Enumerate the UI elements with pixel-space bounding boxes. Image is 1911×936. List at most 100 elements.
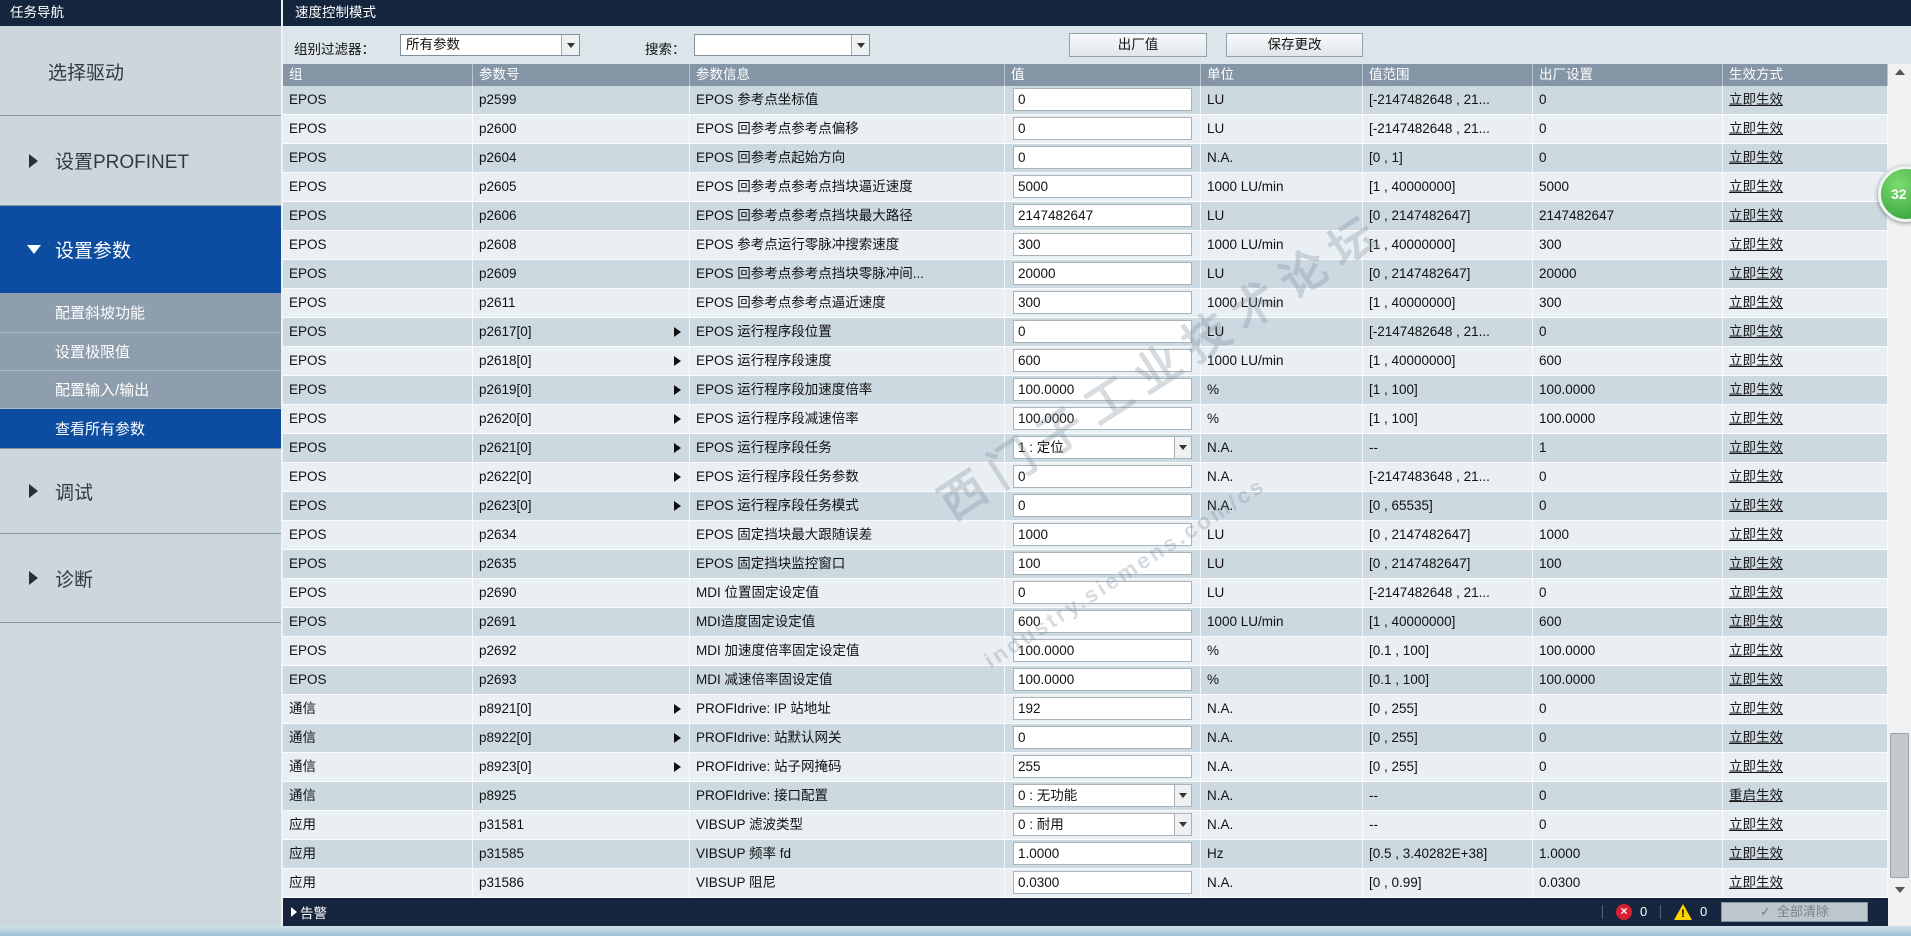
effect-mode-link[interactable]: 立即生效 [1729, 759, 1783, 774]
sidebar-item-set-parameters[interactable]: 设置参数 [0, 205, 281, 293]
search-input[interactable] [694, 34, 870, 56]
value-input[interactable]: 100 [1013, 552, 1192, 575]
table-row[interactable]: EPOS p2604 EPOS 回参考点起始方向 0 N.A. [0 , 1] 0 立即生效 [283, 144, 1888, 173]
value-input[interactable]: 2147482647 [1013, 204, 1192, 227]
dropdown-arrow-icon[interactable] [1174, 785, 1191, 806]
column-header[interactable]: 值范围 [1363, 64, 1533, 86]
value-input[interactable]: 0.0300 [1013, 871, 1192, 894]
value-input[interactable]: 1000 [1013, 523, 1192, 546]
scroll-up-icon[interactable] [1888, 64, 1911, 80]
dropdown-arrow-icon[interactable] [561, 35, 579, 55]
expand-arrow-icon[interactable] [674, 443, 681, 453]
column-header[interactable]: 值 [1005, 64, 1201, 86]
expand-arrow-icon[interactable] [674, 472, 681, 482]
value-input[interactable]: 20000 [1013, 262, 1192, 285]
scroll-down-icon[interactable] [1888, 882, 1911, 898]
table-row[interactable]: 通信 p8921[0] PROFIdrive: IP 站地址 192 N.A. [0 , … [283, 695, 1888, 724]
effect-mode-link[interactable]: 立即生效 [1729, 150, 1783, 165]
table-row[interactable]: EPOS p2611 EPOS 回参考点参考点逼近速度 300 1000 LU/min[… [283, 289, 1888, 318]
table-row[interactable]: EPOS p2619[0] EPOS 运行程序段加速度倍率 100.0000% [1 ,… [283, 376, 1888, 405]
value-input[interactable]: 0 [1013, 88, 1192, 111]
column-header[interactable]: 组 [283, 64, 473, 86]
table-row[interactable]: EPOS p2635 EPOS 固定挡块监控窗口 100 LU [0 , 21474826… [283, 550, 1888, 579]
effect-mode-link[interactable]: 立即生效 [1729, 846, 1783, 861]
table-row[interactable]: 通信 p8923[0] PROFIdrive: 站子网掩码 255 N.A. [0 , 2… [283, 753, 1888, 782]
effect-mode-link[interactable]: 立即生效 [1729, 498, 1783, 513]
expand-arrow-icon[interactable] [674, 704, 681, 714]
sidebar-item-view-all-parameters[interactable]: 查看所有参数 [0, 408, 281, 448]
value-input[interactable]: 100.0000 [1013, 639, 1192, 662]
effect-mode-link[interactable]: 立即生效 [1729, 208, 1783, 223]
value-input[interactable]: 600 [1013, 610, 1192, 633]
table-row[interactable]: EPOS p2690 MDI 位置固定设定值 0 LU [-2147482648 , 21… [283, 579, 1888, 608]
vertical-scrollbar[interactable] [1888, 64, 1911, 898]
effect-mode-link[interactable]: 立即生效 [1729, 266, 1783, 281]
group-filter-dropdown[interactable]: 所有参数 [400, 34, 580, 56]
expand-arrow-icon[interactable] [674, 414, 681, 424]
effect-mode-link[interactable]: 立即生效 [1729, 527, 1783, 542]
effect-mode-link[interactable]: 立即生效 [1729, 672, 1783, 687]
expand-arrow-icon[interactable] [674, 385, 681, 395]
effect-mode-link[interactable]: 立即生效 [1729, 353, 1783, 368]
effect-mode-link[interactable]: 立即生效 [1729, 411, 1783, 426]
effect-mode-link[interactable]: 立即生效 [1729, 382, 1783, 397]
alarm-toggle[interactable]: 告警 [291, 898, 327, 926]
sidebar-item-limits[interactable]: 设置极限值 [0, 332, 281, 370]
table-row[interactable]: EPOS p2599 EPOS 参考点坐标值 0 LU [-2147482648 , 21… [283, 86, 1888, 115]
table-row[interactable]: EPOS p2623[0] EPOS 运行程序段任务模式 0 N.A. [0 , 6553… [283, 492, 1888, 521]
table-row[interactable]: EPOS p2621[0] EPOS 运行程序段任务 1 : 定位 N.A. -- 1 立即生… [283, 434, 1888, 463]
table-row[interactable]: EPOS p2617[0] EPOS 运行程序段位置 0 LU [-2147482648 … [283, 318, 1888, 347]
column-header[interactable]: 参数号 [473, 64, 690, 86]
value-input[interactable]: 0 [1013, 146, 1192, 169]
table-row[interactable]: EPOS p2622[0] EPOS 运行程序段任务参数 0 N.A. [-2147483… [283, 463, 1888, 492]
table-row[interactable]: EPOS p2620[0] EPOS 运行程序段减速倍率 100.0000% [1 , … [283, 405, 1888, 434]
table-row[interactable]: 通信 p8922[0] PROFIdrive: 站默认网关 0 N.A. [0 , 255… [283, 724, 1888, 753]
value-input[interactable]: 100.0000 [1013, 668, 1192, 691]
value-input[interactable]: 0 [1013, 465, 1192, 488]
save-changes-button[interactable]: 保存更改 [1226, 33, 1363, 57]
sidebar-item-diagnostics[interactable]: 诊断 [0, 533, 281, 622]
expand-arrow-icon[interactable] [674, 356, 681, 366]
expand-arrow-icon[interactable] [674, 762, 681, 772]
effect-mode-link[interactable]: 立即生效 [1729, 469, 1783, 484]
expand-arrow-icon[interactable] [674, 501, 681, 511]
effect-mode-link[interactable]: 立即生效 [1729, 643, 1783, 658]
dropdown-arrow-icon[interactable] [851, 35, 869, 55]
table-row[interactable]: EPOS p2693 MDI 减速倍率固设定值 100.0000% [0.1 , 100… [283, 666, 1888, 695]
column-header[interactable]: 参数信息 [690, 64, 1005, 86]
factory-values-button[interactable]: 出厂值 [1069, 33, 1207, 57]
sidebar-item-profinet[interactable]: 设置PROFINET [0, 115, 281, 205]
value-input[interactable]: 1 : 定位 [1013, 436, 1192, 459]
table-row[interactable]: 应用 p31581 VIBSUP 滤波类型 0 : 耐用 N.A. -- 0 立即生效 [283, 811, 1888, 840]
effect-mode-link[interactable]: 立即生效 [1729, 585, 1783, 600]
scrollbar-thumb[interactable] [1890, 733, 1909, 878]
value-input[interactable]: 0 : 耐用 [1013, 813, 1192, 836]
effect-mode-link[interactable]: 立即生效 [1729, 324, 1783, 339]
effect-mode-link[interactable]: 立即生效 [1729, 237, 1783, 252]
value-input[interactable]: 300 [1013, 291, 1192, 314]
value-input[interactable]: 0 : 无功能 [1013, 784, 1192, 807]
table-row[interactable]: EPOS p2691 MDI造度固定设定值 600 1000 LU/min [1 , 40… [283, 608, 1888, 637]
dropdown-arrow-icon[interactable] [1174, 437, 1191, 458]
table-row[interactable]: EPOS p2692 MDI 加速度倍率固定设定值 100.0000% [0.1 , 1… [283, 637, 1888, 666]
expand-arrow-icon[interactable] [674, 327, 681, 337]
effect-mode-link[interactable]: 立即生效 [1729, 875, 1783, 890]
value-input[interactable]: 255 [1013, 755, 1192, 778]
table-row[interactable]: EPOS p2634 EPOS 固定挡块最大跟随误差 1000 LU [0 , 21474… [283, 521, 1888, 550]
effect-mode-link[interactable]: 立即生效 [1729, 295, 1783, 310]
value-input[interactable]: 0 [1013, 117, 1192, 140]
value-input[interactable]: 100.0000 [1013, 407, 1192, 430]
sidebar-item-ramp-function[interactable]: 配置斜坡功能 [0, 293, 281, 332]
effect-mode-link[interactable]: 重启生效 [1729, 788, 1783, 803]
value-input[interactable]: 100.0000 [1013, 378, 1192, 401]
value-input[interactable]: 0 [1013, 320, 1192, 343]
effect-mode-link[interactable]: 立即生效 [1729, 614, 1783, 629]
column-header[interactable]: 出厂设置 [1533, 64, 1723, 86]
value-input[interactable]: 5000 [1013, 175, 1192, 198]
table-row[interactable]: EPOS p2609 EPOS 回参考点参考点挡块零脉冲间... 20000 LU [0 … [283, 260, 1888, 289]
sidebar-item-commissioning[interactable]: 调试 [0, 448, 281, 533]
table-row[interactable]: EPOS p2608 EPOS 参考点运行零脉冲搜索速度 300 1000 LU/min… [283, 231, 1888, 260]
value-input[interactable]: 1.0000 [1013, 842, 1192, 865]
value-input[interactable]: 0 [1013, 726, 1192, 749]
table-row[interactable]: EPOS p2618[0] EPOS 运行程序段速度 600 1000 LU/min [1… [283, 347, 1888, 376]
